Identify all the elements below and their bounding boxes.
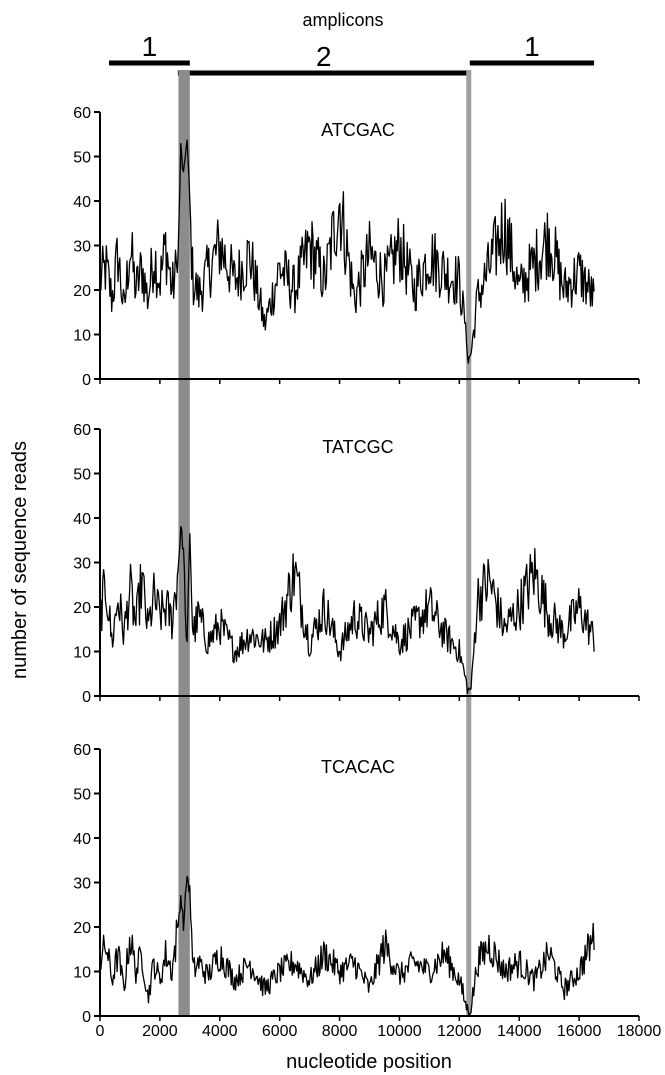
x-tick-label: 14000 — [497, 1023, 542, 1040]
y-tick-label: 0 — [82, 689, 91, 706]
x-axis: 0 2000 4000 6000 8000 10000 12000 14000 16000 180… — [96, 1023, 662, 1040]
y-tick-label: 50 — [73, 150, 91, 167]
y-tick-label: 50 — [73, 467, 91, 484]
y-tick-label: 20 — [73, 920, 91, 937]
chart-panels: 0 10 20 30 40 50 60 ATCGAC 0 10 20 30 40 50 60 TATCGC 0 1… — [73, 105, 640, 1026]
y-tick-label: 50 — [73, 787, 91, 804]
y-tick-label: 10 — [73, 965, 91, 982]
x-tick-label: 18000 — [617, 1023, 662, 1040]
x-tick-label: 6000 — [262, 1023, 298, 1040]
x-tick-label: 12000 — [437, 1023, 482, 1040]
x-tick-label: 0 — [96, 1023, 105, 1040]
y-tick-label: 60 — [73, 105, 91, 122]
x-tick-label: 2000 — [142, 1023, 178, 1040]
y-tick-label: 0 — [82, 372, 91, 389]
amplicon-bars: 1 2 1 — [108, 31, 595, 76]
y-tick-label: 30 — [73, 876, 91, 893]
y-tick-label: 0 — [82, 1009, 91, 1026]
series-line — [99, 525, 595, 695]
panel-label: TCACAC — [321, 757, 395, 777]
panel-label: TATCGC — [322, 437, 393, 457]
x-tick-label: 10000 — [377, 1023, 422, 1040]
x-axis-title: nucleotide position — [286, 1051, 452, 1073]
y-tick-label: 10 — [73, 328, 91, 345]
amplicon-label: 1 — [142, 31, 158, 62]
y-tick-label: 40 — [73, 511, 91, 528]
y-tick-label: 40 — [73, 831, 91, 848]
panel-label: ATCGAC — [321, 120, 395, 140]
y-tick-label: 60 — [73, 422, 91, 439]
y-tick-label: 30 — [73, 556, 91, 573]
y-tick-label: 10 — [73, 645, 91, 662]
highlight-regions — [178, 70, 472, 1016]
y-axis-title: number of sequence reads — [9, 441, 31, 679]
y-tick-label: 40 — [73, 194, 91, 211]
amplicon-label: 1 — [524, 31, 540, 62]
chart-panel: 0 10 20 30 40 50 60 TATCGC — [73, 422, 640, 706]
y-tick-label: 20 — [73, 600, 91, 617]
x-tick-label: 4000 — [202, 1023, 238, 1040]
y-tick-label: 20 — [73, 283, 91, 300]
y-tick-label: 60 — [73, 742, 91, 759]
highlight-region — [466, 70, 472, 1016]
series-line — [99, 875, 595, 1017]
series-line — [99, 139, 595, 364]
y-tick-label: 30 — [73, 239, 91, 256]
chart-panel: 0 10 20 30 40 50 60 ATCGAC — [73, 105, 640, 389]
highlight-region — [178, 70, 190, 1016]
x-tick-label: 16000 — [557, 1023, 602, 1040]
chart-panel: 0 10 20 30 40 50 60 TCACAC — [73, 742, 640, 1026]
top-title: amplicons — [302, 10, 383, 30]
x-tick-label: 8000 — [322, 1023, 358, 1040]
amplicon-label: 2 — [316, 41, 332, 72]
